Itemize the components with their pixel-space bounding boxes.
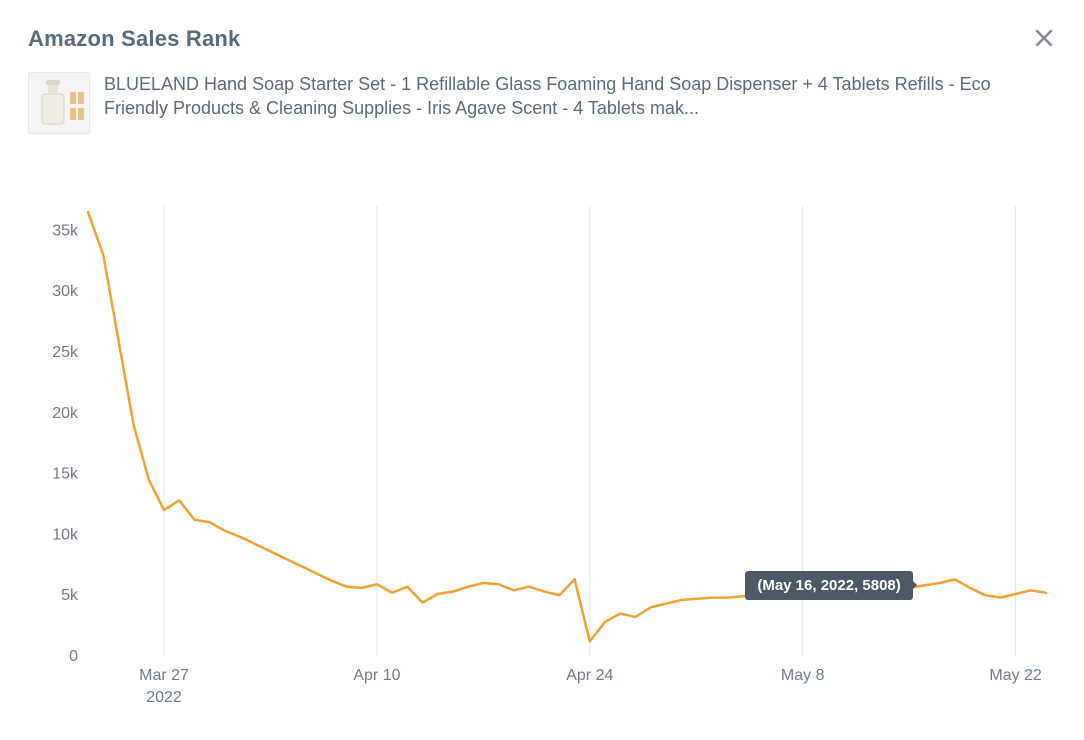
- svg-text:30k: 30k: [52, 283, 79, 300]
- modal-title: Amazon Sales Rank: [28, 26, 240, 52]
- close-icon: [1034, 28, 1054, 48]
- product-title: BLUELAND Hand Soap Starter Set - 1 Refil…: [104, 72, 1024, 121]
- svg-text:Apr 24: Apr 24: [566, 667, 613, 684]
- svg-text:Apr 10: Apr 10: [353, 667, 400, 684]
- svg-text:May 22: May 22: [989, 667, 1042, 684]
- close-button[interactable]: [1032, 26, 1056, 50]
- svg-text:May 8: May 8: [781, 667, 825, 684]
- soap-bottle-icon: [32, 76, 86, 130]
- svg-text:20k: 20k: [52, 405, 79, 422]
- product-info: BLUELAND Hand Soap Starter Set - 1 Refil…: [28, 72, 1056, 134]
- product-thumbnail: [28, 72, 90, 134]
- svg-text:0: 0: [69, 648, 78, 665]
- sales-rank-chart: 0 5k 10k 15k 20k 25k 30k 35k Mar 27 Apr 10 Apr 24 M…: [28, 186, 1056, 716]
- svg-text:10k: 10k: [52, 526, 79, 543]
- svg-text:2022: 2022: [146, 689, 182, 706]
- line-chart-svg: 0 5k 10k 15k 20k 25k 30k 35k Mar 27 Apr 10 Apr 24 M…: [28, 186, 1056, 716]
- svg-text:15k: 15k: [52, 466, 79, 483]
- svg-text:Mar 27: Mar 27: [139, 667, 189, 684]
- svg-text:5k: 5k: [61, 587, 79, 604]
- svg-text:35k: 35k: [52, 222, 79, 239]
- svg-text:25k: 25k: [52, 344, 79, 361]
